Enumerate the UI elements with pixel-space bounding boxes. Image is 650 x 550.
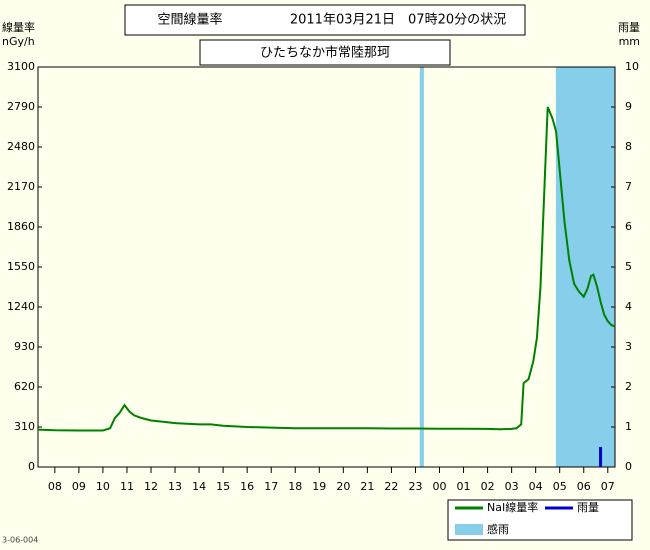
chart-subtitle: ひたちなか市常陸那珂 xyxy=(260,45,390,61)
x-tick-label: 10 xyxy=(96,480,110,493)
x-tick-label: 08 xyxy=(48,480,62,493)
x-tick-label: 14 xyxy=(192,480,206,493)
y-tick-label: 310 xyxy=(14,420,35,433)
x-tick-label: 15 xyxy=(216,480,230,493)
x-tick-label: 11 xyxy=(120,480,134,493)
plot-border xyxy=(37,66,616,468)
legend-label: 雨量 xyxy=(577,501,599,514)
y2-tick-label: 9 xyxy=(625,100,632,113)
x-tick-label: 19 xyxy=(312,480,326,493)
x-tick-label: 05 xyxy=(553,480,567,493)
chart-title: 空間線量率 xyxy=(157,12,222,28)
x-tick-label: 12 xyxy=(144,480,158,493)
y-label: 線量率 xyxy=(2,20,35,34)
y-tick-label: 930 xyxy=(14,340,35,353)
y-tick-label: 2790 xyxy=(7,100,35,113)
plot-area xyxy=(38,67,615,467)
y-tick-label: 1860 xyxy=(7,220,35,233)
x-tick-label: 23 xyxy=(408,480,422,493)
y2-tick-label: 0 xyxy=(625,460,632,473)
y-tick-label: 1240 xyxy=(7,300,35,313)
y2-tick-label: 1 xyxy=(625,420,632,433)
x-tick-label: 07 xyxy=(601,480,615,493)
x-tick-label: 06 xyxy=(577,480,591,493)
rain-sensing-span xyxy=(419,67,424,467)
y2-tick-label: 5 xyxy=(625,260,632,273)
legend-label: 感雨 xyxy=(487,523,509,536)
title-box xyxy=(124,4,526,36)
x-tick-label: 01 xyxy=(457,480,471,493)
y-unit: nGy/h xyxy=(2,35,35,48)
subtitle-box xyxy=(199,39,451,66)
y-tick-label: 2480 xyxy=(7,140,35,153)
y2-tick-label: 3 xyxy=(625,340,632,353)
legend-swatch xyxy=(455,524,483,535)
y2-tick-label: 10 xyxy=(625,60,639,73)
rain-bar xyxy=(599,447,603,467)
y2-tick-label: 4 xyxy=(625,300,632,313)
x-tick-label: 04 xyxy=(529,480,543,493)
x-tick-label: 02 xyxy=(481,480,495,493)
x-tick-label: 13 xyxy=(168,480,182,493)
y2-tick-label: 7 xyxy=(625,180,632,193)
y2-label: 雨量 xyxy=(618,21,640,34)
y2-tick-label: 6 xyxy=(625,220,632,233)
chart-title-time: 2011年03月21日 07時20分の状況 xyxy=(290,13,506,28)
dose-rate-line xyxy=(37,106,616,432)
x-tick-label: 09 xyxy=(72,480,86,493)
x-tick-label: 03 xyxy=(505,480,519,493)
y2-unit: mm xyxy=(619,35,640,48)
x-tick-label: 17 xyxy=(264,480,278,493)
footnote: 3-06-004 xyxy=(2,536,38,545)
y-tick-label: 2170 xyxy=(7,180,35,193)
x-tick-label: 18 xyxy=(288,480,302,493)
x-tick-label: 21 xyxy=(360,480,374,493)
x-tick-label: 00 xyxy=(432,480,446,493)
legend-label: NaI線量率 xyxy=(487,500,538,514)
x-tick-label: 20 xyxy=(336,480,350,493)
y2-tick-label: 2 xyxy=(625,380,632,393)
y-tick-label: 620 xyxy=(14,380,35,393)
rain-sensing-span xyxy=(555,67,615,467)
x-tick-label: 16 xyxy=(240,480,254,493)
x-tick-label: 22 xyxy=(384,480,398,493)
y-tick-label: 3100 xyxy=(7,60,35,73)
y-tick-label: 0 xyxy=(28,460,35,473)
y2-tick-label: 8 xyxy=(625,140,632,153)
y-tick-label: 1550 xyxy=(7,260,35,273)
